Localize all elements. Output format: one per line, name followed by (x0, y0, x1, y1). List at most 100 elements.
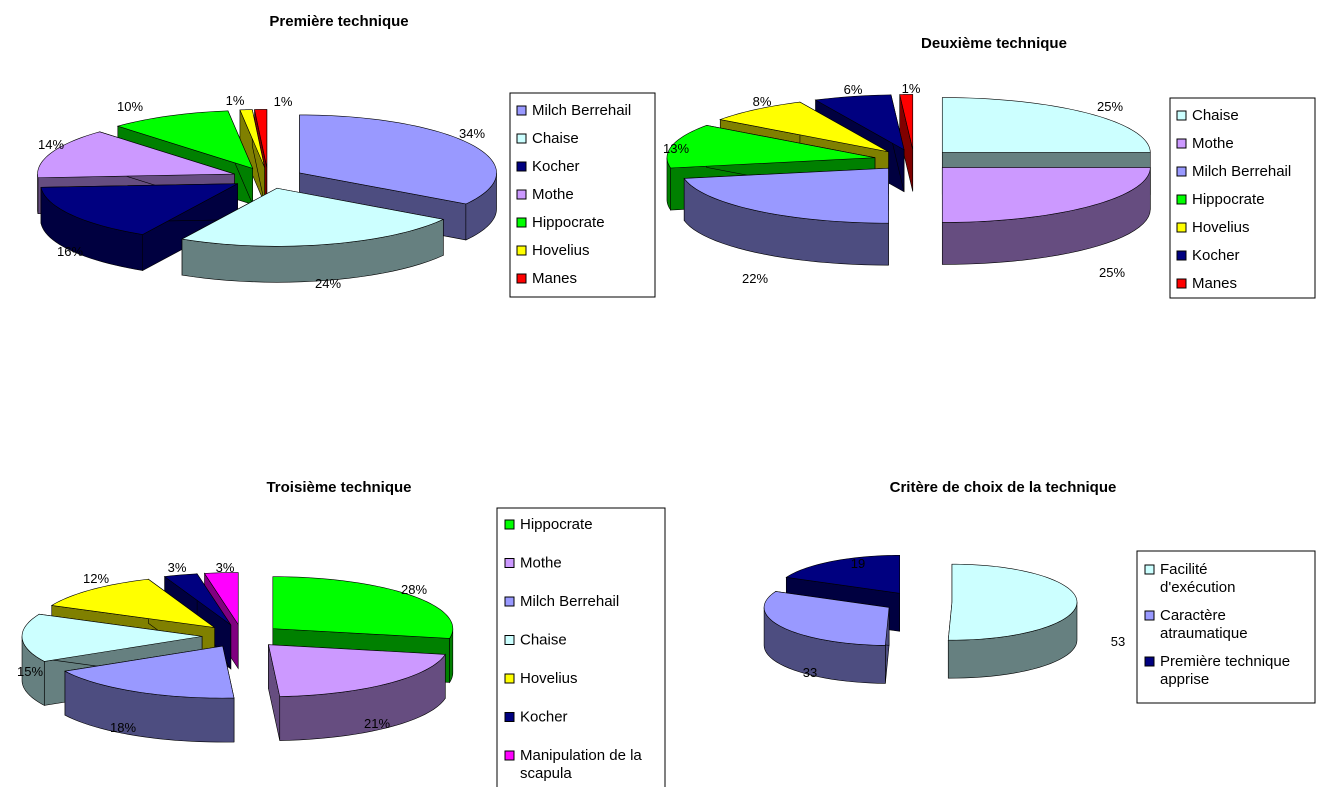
legend-item: Milch Berrehail (1176, 163, 1291, 180)
legend-swatch (516, 273, 527, 284)
pie-slice (239, 109, 265, 204)
legend-label: Milch Berrehail (1192, 163, 1291, 180)
legend-swatch (1176, 166, 1187, 177)
legend-label: Kocher (520, 709, 568, 726)
legend-label: Chaise (532, 130, 579, 147)
legend-item: Facilité d'exécution (1144, 561, 1235, 596)
legend-swatch (516, 161, 527, 172)
legend: Milch Berrehail Chaise Kocher Mothe Hippocra… (509, 92, 656, 298)
legend-item: Mothe (1176, 135, 1234, 152)
pie-area (666, 94, 1151, 266)
legend-swatch (504, 673, 515, 684)
data-label: 1% (226, 93, 245, 108)
chart-title: Première technique (269, 13, 408, 30)
legend-label: Manes (532, 270, 577, 287)
legend-label: Chaise (520, 632, 567, 649)
data-label: 25% (1097, 99, 1123, 114)
legend-item: Kocher (1176, 247, 1240, 264)
data-label: 53 (1111, 634, 1125, 649)
legend-item: Hovelius (504, 670, 578, 687)
pie-area (763, 554, 1078, 684)
legend-item: Kocher (516, 158, 580, 175)
data-label: 18% (110, 720, 136, 735)
pie-slice (40, 183, 238, 272)
pie-slice (268, 644, 446, 741)
pie-slice (683, 167, 889, 266)
data-labels: 53 33 19 (803, 556, 1125, 680)
chart-deuxieme-technique: Deuxième technique 25% 25% 22% 13% 8% 6%… (663, 35, 1316, 299)
pie-area (37, 109, 497, 283)
legend-swatch (1144, 564, 1155, 575)
legend-item: Chaise (504, 632, 567, 649)
data-labels: 28% 21% 18% 15% 12% 3% 3% (17, 560, 427, 735)
data-label: 10% (117, 99, 143, 114)
legend-label: Hippocrate (520, 516, 593, 533)
chart-title: Troisième technique (266, 479, 411, 496)
data-label: 15% (17, 664, 43, 679)
pie-slice (181, 187, 445, 283)
legend-label: Kocher (532, 158, 580, 175)
legend-item: Manes (1176, 275, 1237, 292)
pie-slice (941, 167, 1151, 265)
legend-label: Mothe (1192, 135, 1234, 152)
legend-swatch (504, 596, 515, 607)
pie-slice (64, 645, 235, 743)
data-label: 34% (459, 126, 485, 141)
data-label: 25% (1099, 265, 1125, 280)
data-labels: 34% 24% 16% 14% 10% 1% 1% (38, 93, 485, 291)
data-label: 33 (803, 665, 817, 680)
chart-critere-de-choix: Critère de choix de la technique 53 33 1… (763, 479, 1316, 704)
data-label: 1% (902, 81, 921, 96)
legend-swatch (1176, 194, 1187, 205)
data-label: 16% (57, 244, 83, 259)
legend-label: Première technique apprise (1160, 653, 1290, 688)
legend-swatch (516, 245, 527, 256)
legend: Facilité d'exécution Caractère atraumatique… (1136, 550, 1316, 704)
legend-label: Milch Berrehail (532, 102, 631, 119)
legend-swatch (516, 189, 527, 200)
legend-label: Hovelius (1192, 219, 1250, 236)
legend-label: Manipulation de la scapula (520, 747, 642, 782)
data-label: 21% (364, 716, 390, 731)
legend-label: Kocher (1192, 247, 1240, 264)
legend-swatch (504, 519, 515, 530)
data-label: 28% (401, 582, 427, 597)
legend-swatch (504, 712, 515, 722)
legend-swatch (1176, 250, 1187, 261)
data-label: 3% (168, 560, 187, 575)
data-label: 14% (38, 137, 64, 152)
legend-swatch (504, 558, 515, 568)
legend-swatch (1176, 278, 1187, 289)
legend-swatch (516, 133, 527, 144)
legend-label: Milch Berrehail (520, 593, 619, 610)
data-label: 22% (742, 271, 768, 286)
legend-label: Mothe (520, 555, 562, 572)
legend-item: Manes (516, 270, 577, 287)
pie-slice (947, 563, 1078, 679)
legend-item: Hippocrate (516, 214, 605, 231)
legend-swatch (1144, 656, 1155, 667)
data-labels: 25% 25% 22% 13% 8% 6% 1% (663, 81, 1125, 286)
legend-item: Hippocrate (1176, 191, 1265, 208)
legend-item: Mothe (504, 555, 562, 572)
legend-label: Mothe (532, 186, 574, 203)
legend-item: Hovelius (1176, 219, 1250, 236)
data-label: 8% (753, 94, 772, 109)
legend-item: Première technique apprise (1144, 653, 1290, 688)
pie-slice (899, 94, 914, 192)
legend-item: Caractère atraumatique (1144, 607, 1248, 642)
legend-item: Hovelius (516, 242, 590, 259)
legend-item: Kocher (504, 709, 568, 726)
legend-swatch (1144, 610, 1155, 621)
legend-swatch (1176, 138, 1187, 149)
legend-item: Mothe (516, 186, 574, 203)
chart-title: Deuxième technique (921, 35, 1067, 52)
legend-label: Caractère atraumatique (1160, 607, 1248, 642)
legend-label: Hovelius (520, 670, 578, 687)
chart-troisieme-technique: Troisième technique 28% 21% 18% 15% 12% … (17, 479, 666, 787)
legend-label: Hippocrate (1192, 191, 1265, 208)
legend-label: Hovelius (532, 242, 590, 259)
legend-item: Manipulation de la scapula (504, 747, 642, 782)
data-label: 19 (851, 556, 865, 571)
